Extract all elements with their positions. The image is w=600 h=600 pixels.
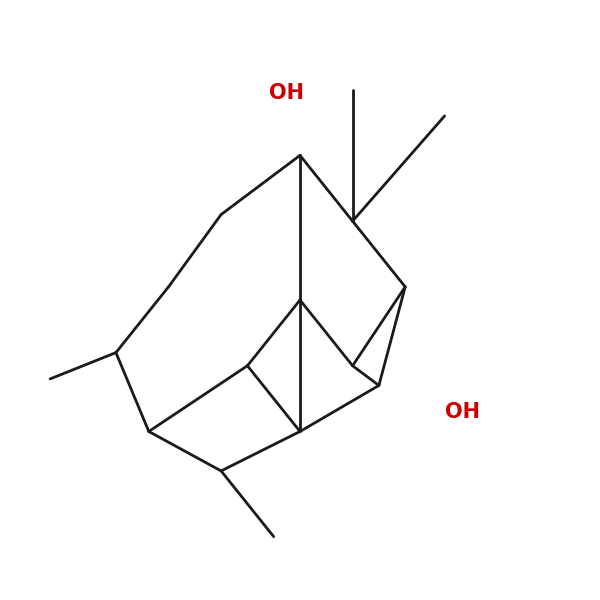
Text: OH: OH: [445, 402, 479, 422]
Text: OH: OH: [269, 83, 304, 103]
